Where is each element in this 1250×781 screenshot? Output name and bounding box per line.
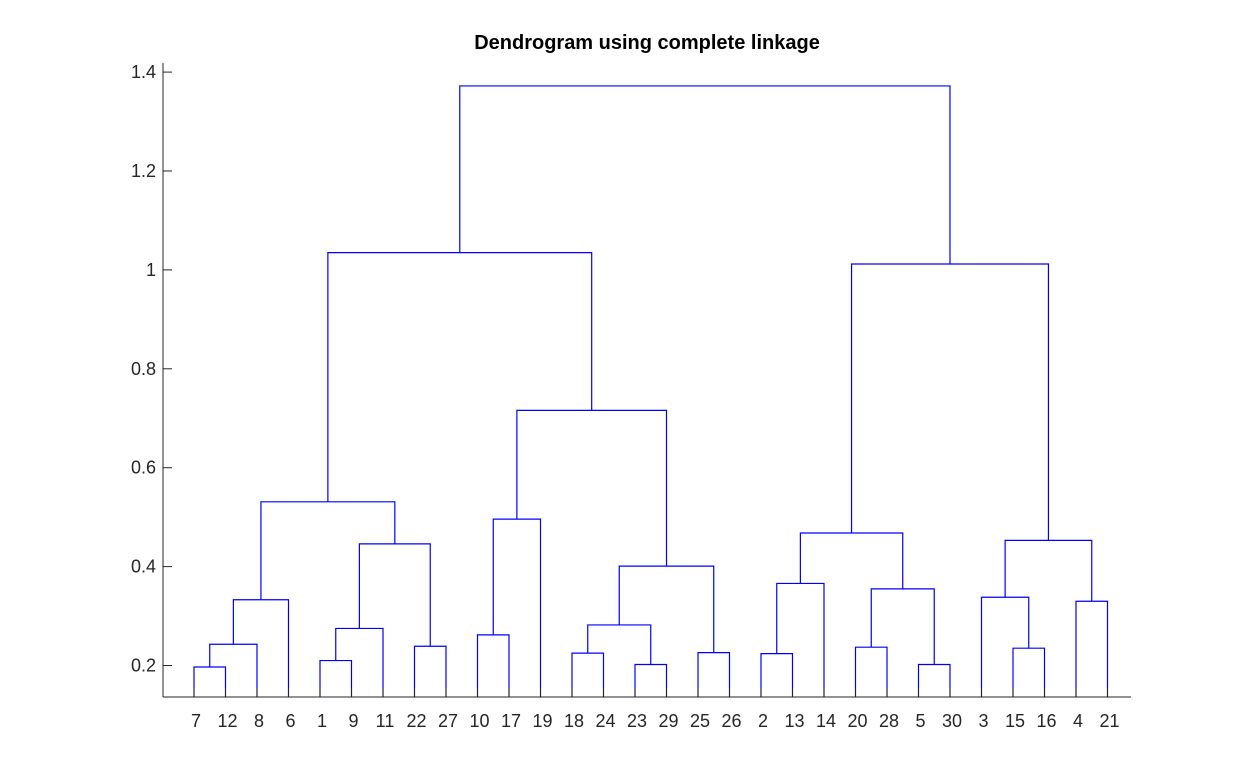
leaf-label: 22 xyxy=(406,711,426,731)
leaf-label: 8 xyxy=(254,711,264,731)
leaf-label: 23 xyxy=(627,711,647,731)
dendrogram-link xyxy=(476,634,510,698)
chart-title: Dendrogram using complete linkage xyxy=(474,32,820,54)
leaf-label: 28 xyxy=(879,711,899,731)
leaf-label: 18 xyxy=(564,711,584,731)
leaf-label: 16 xyxy=(1036,711,1056,731)
leaf-label: 7 xyxy=(191,711,201,731)
y-tick-label: 0.8 xyxy=(131,359,156,379)
leaf-label: 9 xyxy=(348,711,358,731)
dendrogram-link xyxy=(854,646,888,698)
dendrogram-link xyxy=(492,518,542,698)
dendrogram-link xyxy=(571,652,605,698)
axes xyxy=(162,63,1131,698)
dendrogram-link xyxy=(335,627,384,698)
leaf-label: 2 xyxy=(758,711,768,731)
dendrogram-link xyxy=(618,565,715,653)
y-tick-label: 0.6 xyxy=(131,458,156,478)
dendrogram-link xyxy=(459,85,951,264)
leaf-label: 4 xyxy=(1073,711,1083,731)
leaf-label: 12 xyxy=(217,711,237,731)
dendrogram-link xyxy=(1075,600,1109,698)
y-tick-label: 0.2 xyxy=(131,656,156,676)
leaf-label: 29 xyxy=(658,711,678,731)
dendrogram-link xyxy=(799,532,904,589)
leaf-label: 27 xyxy=(438,711,458,731)
dendrogram-link xyxy=(760,653,794,698)
dendrogram-link xyxy=(850,263,1050,541)
leaf-labels: 7 12 8 6 1 9 11 22 27 10 17 19 18 24 23 29 25 26 2 13 14 20 28… xyxy=(191,688,1120,731)
leaf-label: 14 xyxy=(816,711,836,731)
y-tick-label: 1 xyxy=(146,260,156,280)
leaf-label: 17 xyxy=(501,711,521,731)
dendrogram-link xyxy=(327,251,593,502)
dendrogram-link xyxy=(358,543,431,647)
dendrogram-link xyxy=(697,652,731,698)
dendrogram-link xyxy=(917,663,951,698)
dendrogram-link xyxy=(232,599,290,698)
leaf-label: 3 xyxy=(978,711,988,731)
dendrogram-link xyxy=(776,582,825,698)
leaf-label: 5 xyxy=(915,711,925,731)
leaf-label: 15 xyxy=(1005,711,1025,731)
dendrogram-links xyxy=(193,85,1109,698)
leaf-label: 30 xyxy=(942,711,962,731)
dendrogram-link xyxy=(319,659,353,698)
leaf-label: 1 xyxy=(317,711,327,731)
leaf-label: 19 xyxy=(532,711,552,731)
y-tick-label: 1.2 xyxy=(131,161,156,181)
dendrogram-link xyxy=(260,501,396,600)
dendrogram-link xyxy=(870,588,935,665)
leaf-label: 13 xyxy=(784,711,804,731)
leaf-label: 10 xyxy=(469,711,489,731)
dendrogram-link xyxy=(516,409,668,567)
dendrogram-link xyxy=(413,645,447,698)
leaf-label: 26 xyxy=(721,711,741,731)
dendrogram-link xyxy=(1004,539,1093,602)
y-tick-label: 1.4 xyxy=(131,62,156,82)
dendrogram-link xyxy=(980,596,1030,698)
y-tick-label: 0.4 xyxy=(131,557,156,577)
leaf-label: 6 xyxy=(285,711,295,731)
dendrogram-link xyxy=(209,643,258,698)
leaf-label: 24 xyxy=(595,711,615,731)
dendrogram-link xyxy=(634,663,668,698)
leaf-label: 11 xyxy=(376,711,395,731)
dendrogram-link xyxy=(587,624,652,665)
dendrogram-link xyxy=(193,666,227,698)
leaf-label: 21 xyxy=(1099,711,1119,731)
dendrogram-link xyxy=(1012,647,1046,698)
leaf-label: 25 xyxy=(690,711,710,731)
leaf-label: 20 xyxy=(847,711,867,731)
y-axis-ticks: 0.2 0.4 0.6 0.8 1 1.2 1.4 xyxy=(131,62,172,676)
